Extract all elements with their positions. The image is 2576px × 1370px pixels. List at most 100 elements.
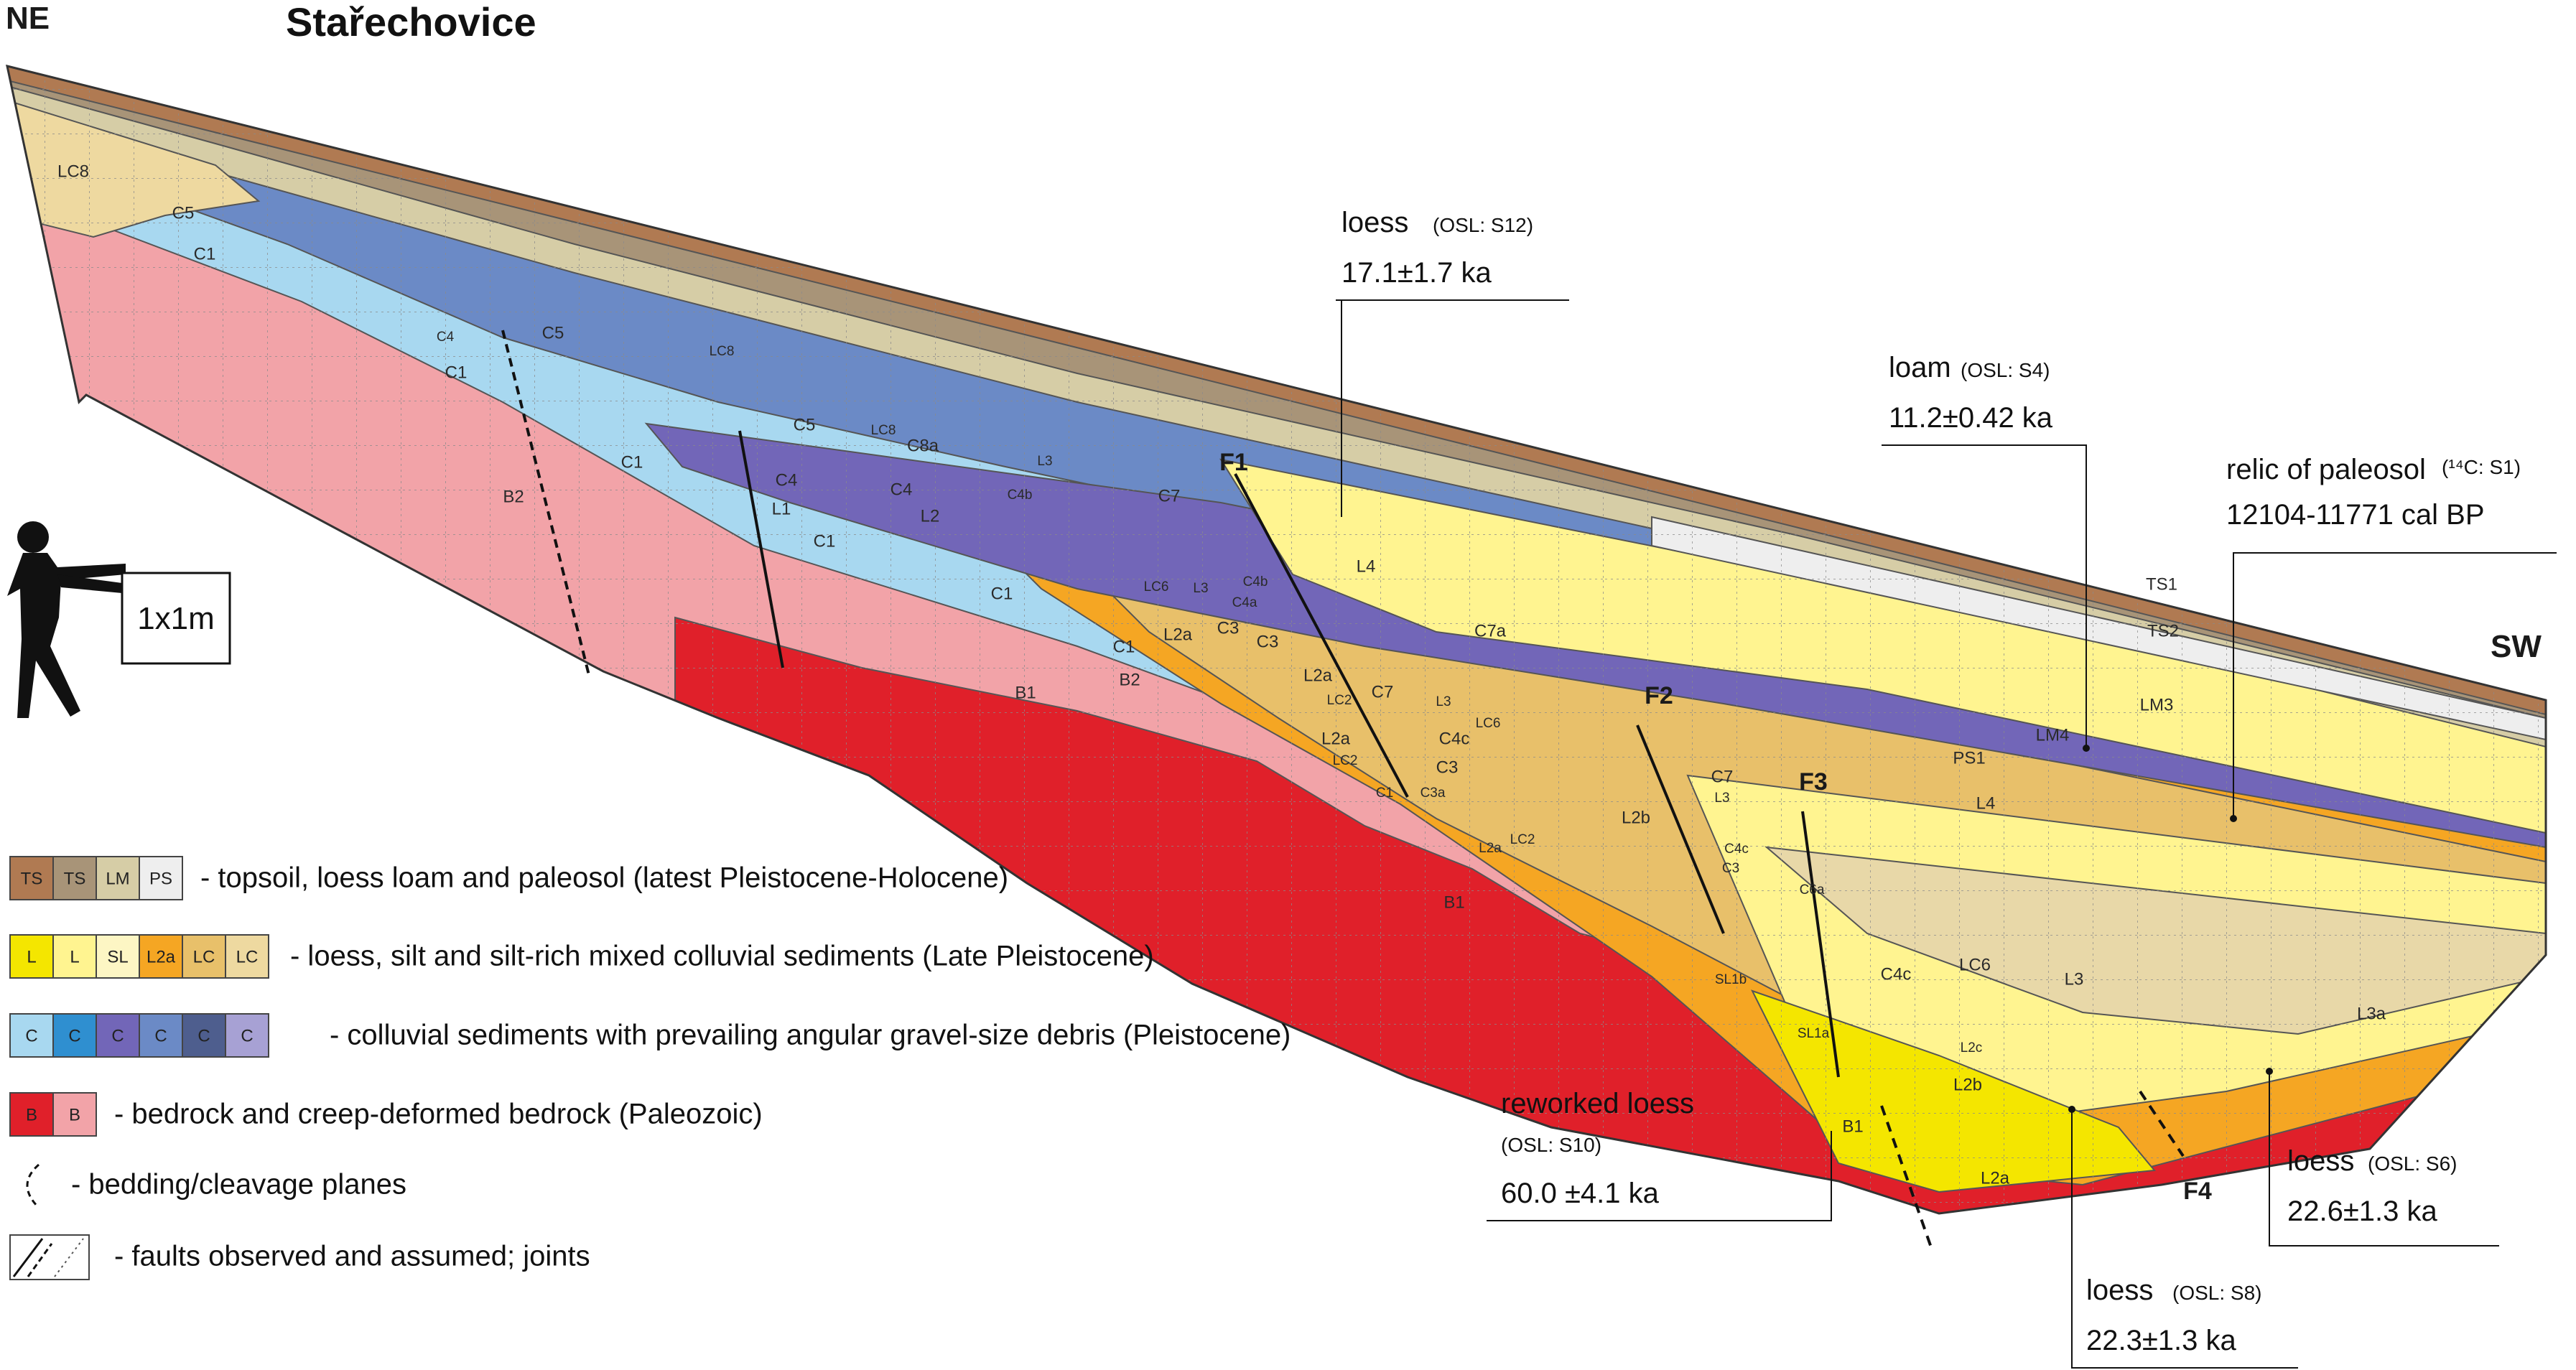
leader-line — [2071, 1109, 2298, 1369]
unit-label: C3 — [1722, 861, 1739, 876]
leader-line — [2233, 552, 2557, 819]
legend-box-label: C — [25, 1026, 37, 1045]
annotation-sub: (OSL: S4) — [1961, 359, 2050, 381]
unit-label: SL1b — [1715, 972, 1747, 987]
unit-label: LC6 — [1959, 955, 1991, 974]
annotation-sub: (OSL: S12) — [1433, 214, 1533, 236]
direction-ne: NE — [6, 1, 50, 36]
unit-label: L2c — [1961, 1040, 1983, 1056]
legend-box-label: B — [69, 1105, 80, 1124]
unit-label: C4 — [776, 470, 798, 490]
unit-label: C4 — [891, 480, 913, 499]
unit-label: L1 — [772, 499, 791, 518]
unit-label: L2a — [1163, 625, 1193, 644]
annotation-main: relic of paleosol — [2226, 454, 2426, 485]
unit-label: C4c — [1881, 964, 1912, 984]
unit-label: L2a — [1321, 729, 1351, 748]
unit-label: C3 — [1436, 758, 1459, 777]
unit-label: C3 — [1257, 632, 1279, 651]
annotation-c14-s1: relic of paleosol (¹⁴C: S1) 12104-11771 … — [2226, 454, 2557, 822]
unit-label: LC2 — [1510, 832, 1535, 847]
annotation-osl-s8: loess (OSL: S8) 22.3±1.3 ka — [2068, 1106, 2298, 1369]
unit-label: B2 — [503, 487, 524, 506]
unit-label: C1 — [1376, 786, 1393, 801]
legend: TS TS LM PS - topsoil, loess loam and pa… — [9, 856, 1291, 1280]
unit-label: C7 — [1711, 767, 1734, 786]
annotation-sub: (¹⁴C: S1) — [2442, 456, 2521, 478]
unit-label: C7 — [1158, 486, 1181, 505]
annotation-main: loam — [1889, 352, 1951, 383]
leader-line — [2269, 1071, 2499, 1246]
leader-line — [1336, 299, 1569, 517]
unit-label: L3 — [2065, 969, 2084, 989]
unit-label: C1 — [621, 452, 643, 472]
unit-label: PS1 — [1953, 748, 1985, 768]
unit-label: L2a — [1303, 666, 1333, 685]
fault-label-f2: F2 — [1645, 682, 1673, 709]
unit-label: L2a — [1479, 841, 1502, 856]
legend-box-label: C — [68, 1026, 80, 1045]
unit-label: L3a — [2357, 1004, 2386, 1023]
bedding-plane-icon — [26, 1163, 40, 1209]
unit-label: L4 — [1976, 793, 1996, 813]
unit-labels: LC8 C5 C1 C5 C4 C1 LC8 C1 B2 C5 LC8 C8a … — [57, 162, 2386, 1188]
unit-label: L4 — [1357, 556, 1376, 576]
annotation-osl-s10: reworked loess (OSL: S10) 60.0 ±4.1 ka — [1487, 1088, 1832, 1221]
legend-box-label: LC — [236, 947, 259, 966]
legend-row-faults: - faults observed and assumed; joints — [9, 1234, 590, 1280]
legend-row-bedrock: B B - bedrock and creep-deformed bedrock… — [9, 1092, 763, 1137]
legend-row-topsoil: TS TS LM PS - topsoil, loess loam and pa… — [9, 856, 1008, 900]
scale-label: 1x1m — [137, 601, 215, 636]
unit-label: C7 — [1372, 682, 1394, 702]
unit-label: C5 — [794, 415, 816, 434]
unit-label: LM3 — [2140, 695, 2174, 714]
annotation-value: 17.1±1.7 ka — [1342, 257, 1492, 289]
annotation-sub: (OSL: S6) — [2368, 1152, 2457, 1175]
legend-description: - colluvial sediments with prevailing an… — [330, 1020, 1291, 1051]
leader-line — [1487, 1131, 1832, 1221]
unit-label: C1 — [445, 363, 468, 382]
legend-box-label: TS — [64, 869, 86, 888]
legend-row-loess: L L SL L2a LC LC - loess, silt and silt-… — [9, 934, 1154, 979]
legend-row-bedding: - bedding/cleavage planes — [26, 1163, 406, 1209]
legend-box-label: C — [197, 1026, 210, 1045]
scale-figure: 1x1m — [7, 521, 231, 718]
unit-label: L3 — [1193, 581, 1208, 596]
unit-label: LC2 — [1327, 693, 1352, 708]
annotation-value: 11.2±0.42 ka — [1889, 402, 2053, 434]
unit-label: C1 — [991, 584, 1013, 603]
fault-lines — [501, 330, 2185, 1250]
unit-label: C1 — [1113, 637, 1135, 656]
section-outline — [6, 64, 2547, 1215]
legend-box-label: B — [26, 1105, 37, 1124]
legend-box-label: LC — [193, 947, 215, 966]
legend-box-label: L — [27, 947, 36, 966]
legend-box-label: L2a — [147, 947, 176, 966]
unit-label: C7a — [1474, 621, 1507, 640]
fault-observed-icon — [12, 1238, 44, 1277]
annotation-main: loess — [2086, 1275, 2153, 1306]
annotation-value: 60.0 ±4.1 ka — [1501, 1178, 1660, 1209]
annotation-osl-s6: loess (OSL: S6) 22.6±1.3 ka — [2266, 1068, 2499, 1246]
annotation-osl-s12: loess (OSL: S12) 17.1±1.7 ka — [1336, 207, 1569, 517]
legend-box-label: C — [111, 1026, 124, 1045]
unit-label: L2b — [1953, 1075, 1982, 1094]
unit-label: C4b — [1008, 488, 1033, 503]
annotation-value: 22.6±1.3 ka — [2287, 1196, 2438, 1227]
fault-label-f1: F1 — [1219, 449, 1248, 476]
legend-box-label: C — [241, 1026, 253, 1045]
annotation-osl-s4: loam (OSL: S4) 11.2±0.42 ka — [1882, 352, 2090, 752]
unit-label: C1 — [814, 531, 836, 551]
unit-label: C4 — [437, 330, 455, 345]
unit-label: SL1a — [1798, 1026, 1830, 1041]
fault-misc-line — [501, 330, 590, 676]
legend-row-colluvial: C C C C C C - colluvial sediments with p… — [9, 1013, 1291, 1058]
unit-label: L3 — [1037, 454, 1052, 469]
annotation-value: 22.3±1.3 ka — [2086, 1325, 2237, 1356]
person-silhouette-icon — [7, 521, 126, 718]
fault-f3-line — [1801, 811, 1840, 1078]
unit-label: LM4 — [2036, 725, 2070, 745]
legend-box-label: TS — [21, 869, 43, 888]
unit-label: C4c — [1439, 729, 1470, 748]
